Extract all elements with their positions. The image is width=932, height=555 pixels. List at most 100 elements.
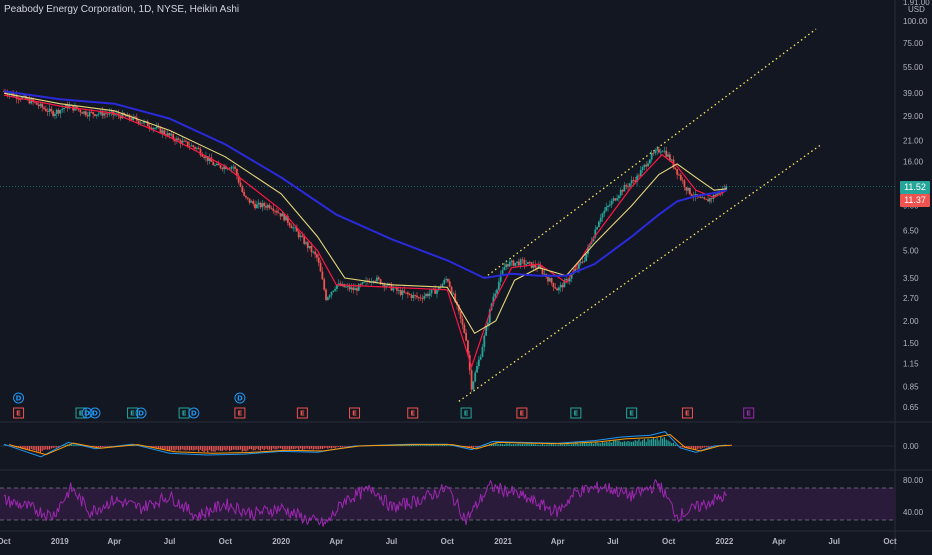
candle-body [659,151,662,153]
candle-body [223,166,226,170]
candle-body [306,242,309,248]
candle-body [443,280,446,284]
candle-body [639,170,642,177]
earnings-box [407,407,419,419]
candle-body [521,259,524,261]
candle-body [308,245,311,248]
candle-body [417,297,420,299]
candle-body [205,156,207,158]
date-tick-label: Oct [219,537,233,546]
earnings-marker-icon: E [626,407,638,419]
candle-body [612,198,615,202]
candle-body [507,264,509,267]
earnings-box [127,407,139,419]
candle-body [317,257,320,263]
candle-body [508,261,511,267]
candle-body [401,290,404,296]
candle-body [272,208,275,211]
ma-fast-line [3,94,728,369]
candle-body [527,262,529,265]
candle-body [467,340,469,356]
earnings-box [460,407,472,419]
candle-body [557,287,560,291]
price-tick-label: 2.00 [903,317,919,326]
dividend-circle [234,392,246,404]
candle-body [425,293,427,297]
candle-body [647,163,649,167]
candle-body [459,311,462,319]
candle-body [570,274,573,279]
earnings-box [234,407,246,419]
candle-body [277,212,280,214]
candle-body [707,199,709,202]
candle-body [379,279,382,285]
candle-body [416,295,418,298]
candle-body [674,167,677,170]
candle-body [161,130,164,134]
candle-body [454,293,457,303]
candle-body [568,278,571,282]
candle-body [619,189,622,196]
candle-body [101,110,104,116]
candle-body [154,128,156,129]
candle-body [46,111,49,113]
date-tick-label: Jul [828,537,840,546]
candle-body [201,154,204,157]
candle-body [175,138,178,142]
candle-body [288,222,291,226]
candle-body [270,208,273,209]
candle-body [97,113,100,115]
candle-body [665,150,668,157]
candle-body [641,167,644,171]
candle-body [215,163,218,166]
candle-body [155,126,158,129]
candle-body [150,127,153,130]
earnings-box [743,407,755,419]
dividend-circle [188,407,200,419]
candle-body [494,293,497,297]
dividend-circle [89,407,101,419]
candle-body [430,289,433,294]
candle-body [465,332,468,341]
candle-body [316,254,318,258]
candle-body [292,227,295,229]
candle-body [428,293,431,296]
earnings-marker-icon: E [570,407,582,419]
candle-body [399,290,402,296]
candle-body [359,284,362,285]
candle-body [124,115,127,117]
date-tick-label: Jul [164,537,176,546]
candle-body [623,185,626,192]
earnings-marker-icon: E [127,407,139,419]
candle-body [559,284,562,288]
candle-body [419,297,422,299]
candle-body [363,281,366,283]
candle-body [346,286,349,288]
price-tick-label: 1.15 [903,359,919,368]
candle-body [716,193,719,197]
event-marker-label: E [16,410,21,418]
candle-body [83,111,85,114]
candle-body [146,121,149,127]
candle-body [81,112,84,114]
candle-body [328,295,331,298]
candle-body [39,103,42,107]
candle-body [621,189,624,192]
candle-body [137,120,140,124]
candle-body [77,109,80,111]
candle-body [497,281,500,290]
candle-body [250,201,253,203]
dividend-circle [135,407,147,419]
date-tick-label: Apr [551,537,565,546]
candle-body [577,263,580,269]
candle-body [607,205,609,208]
candle-body [599,217,602,222]
candle-body [301,235,304,237]
candle-body [725,186,728,190]
earnings-box [516,407,528,419]
candle-body [179,140,182,144]
rsi-tick-label: 40.00 [903,508,924,517]
price-tick-label: 1.91.00 [903,0,930,7]
